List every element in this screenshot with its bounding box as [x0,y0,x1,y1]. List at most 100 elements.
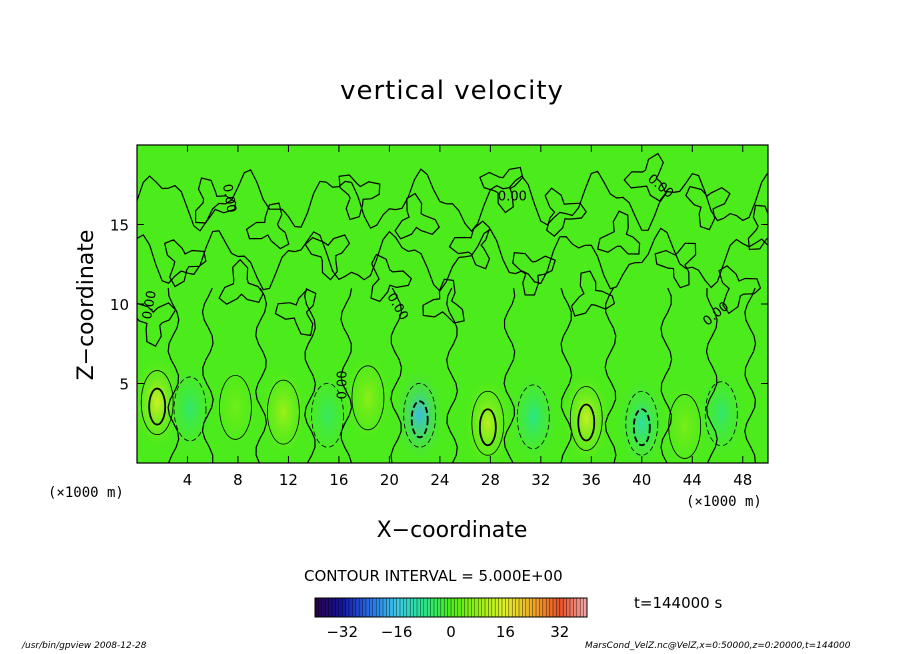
colorbar-segment [491,598,496,617]
colorbar-segment [410,598,414,617]
colorbar-segment [553,598,557,617]
colorbar-segment [573,598,578,617]
contour-line [219,374,252,440]
contour-line [744,287,757,463]
colorbar-segment [427,598,431,617]
velocity-cell [257,362,310,463]
y-tick-label: 10 [110,296,129,314]
x-tick-label: 8 [233,471,243,489]
colorbar-segment [488,598,493,617]
contour-line [705,288,718,463]
colorbar-frame [314,597,588,618]
colorbar-segment [359,598,363,617]
contour-line [164,239,207,288]
colorbar-segment [583,598,588,617]
contour-line [218,258,264,305]
x-axis-label: X−coordinate [377,518,528,543]
colorbar-segment [389,598,394,617]
contour-line [403,382,437,448]
colorbar-segment [406,598,411,617]
velocity-cell [615,373,668,463]
colorbar-segment [342,598,346,617]
colorbar-segment [556,598,561,617]
contour-line [623,152,667,203]
colorbar-tick-label: −16 [381,623,413,641]
colorbar-segment [437,598,442,617]
contour-line [516,384,550,450]
colorbar-segment [457,598,462,617]
contour-line [167,288,180,463]
colorbar-segment [321,598,326,617]
contour-line [201,287,214,463]
y-axis-label: Z−coordinate [74,230,99,381]
x-unit-label-left: (×1000 m) [48,485,124,501]
contour-line [596,210,641,255]
colorbar-segment [444,598,448,617]
colorbar-segment [468,598,472,617]
contour-line [370,253,413,303]
contour-line [654,242,697,289]
colorbar-segment [325,598,329,617]
contour-line [137,302,177,348]
x-tick-label: 40 [632,471,651,489]
colorbar-segment [505,598,510,617]
footer-program-date: /usr/bin/gpview 2008-12-28 [22,641,147,651]
contour-line [544,187,587,237]
colorbar-segment [335,598,340,617]
contour-line [137,227,768,292]
contour-line [478,408,497,447]
colorbar [314,597,588,618]
colorbar-segment [315,598,319,617]
colorbar-segment [413,598,418,617]
contour-label: 0.00 [498,190,527,205]
colorbar-segment [498,598,503,617]
colorbar-segment [508,598,513,617]
contour-line [140,370,174,435]
contour-line [503,288,516,463]
colorbar-segment [440,598,445,617]
colorbar-segment [332,598,336,617]
colorbar-segment [396,598,401,617]
contour-line [338,174,381,221]
colorbar-segment [525,598,530,617]
contour-line [410,400,429,439]
colorbar-segment [512,598,516,617]
colorbar-segment [386,598,391,617]
colorbar-segment [546,598,550,617]
contour-line [471,390,505,456]
colorbar-segment [539,598,544,617]
colorbar-segment [420,598,425,617]
x-tick-label: 44 [683,471,702,489]
x-tick-label: 36 [582,471,601,489]
colorbar-segment [485,598,489,617]
colorbar-segment [362,598,367,617]
y-tick-label: 15 [110,217,129,235]
footer-file-info: MarsCond_VelZ.nc@VelZ,x=0:50000,z=0:2000… [585,641,851,651]
contour-line [569,386,603,451]
colorbar-segment [417,598,421,617]
colorbar-segment [522,598,527,617]
contour-label: 0.00 [335,370,350,399]
colorbar-segment [502,598,506,617]
chart-title: vertical velocity [340,76,564,106]
y-axis-ticks: 5 10 15 [110,217,768,394]
x-tick-label: 12 [279,471,298,489]
colorbar-tick-label: 32 [550,623,569,641]
contour-line [479,166,524,214]
colorbar-segment [400,598,404,617]
x-tick-label: 20 [380,471,399,489]
colorbar-segment [519,598,523,617]
colorbar-segment [345,598,350,617]
colorbar-segment [570,598,574,617]
contour-line [340,287,353,463]
x-tick-label: 32 [531,471,550,489]
contour-line [632,408,651,447]
colorbar-segment [559,598,564,617]
x-tick-label: 28 [481,471,500,489]
x-tick-label: 16 [329,471,348,489]
colorbar-segment [372,598,377,617]
contour-line [560,287,573,463]
colorbar-segment [379,598,384,617]
contour-line [577,403,596,442]
colorbar-segment [376,598,380,617]
